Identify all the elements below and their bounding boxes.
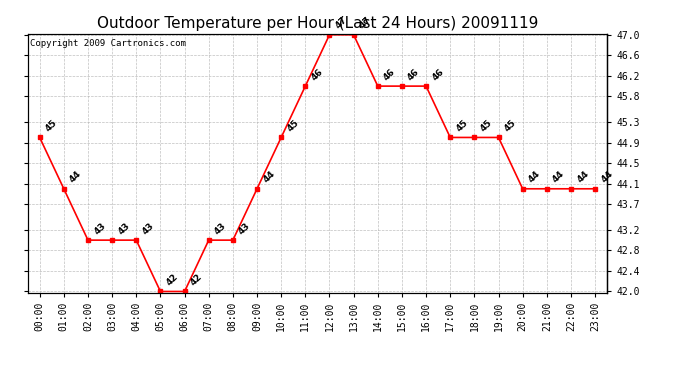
Text: Copyright 2009 Cartronics.com: Copyright 2009 Cartronics.com bbox=[30, 39, 186, 48]
Text: 44: 44 bbox=[551, 169, 566, 184]
Text: 44: 44 bbox=[527, 169, 542, 184]
Text: 43: 43 bbox=[237, 220, 253, 236]
Text: 43: 43 bbox=[92, 220, 108, 236]
Text: 46: 46 bbox=[431, 67, 446, 82]
Text: 46: 46 bbox=[406, 67, 422, 82]
Text: 45: 45 bbox=[455, 118, 470, 133]
Text: 44: 44 bbox=[68, 169, 83, 184]
Text: 43: 43 bbox=[117, 220, 132, 236]
Title: Outdoor Temperature per Hour (Last 24 Hours) 20091119: Outdoor Temperature per Hour (Last 24 Ho… bbox=[97, 16, 538, 31]
Text: 44: 44 bbox=[575, 169, 591, 184]
Text: 42: 42 bbox=[189, 272, 204, 287]
Text: 45: 45 bbox=[479, 118, 494, 133]
Text: 46: 46 bbox=[382, 67, 397, 82]
Text: 47: 47 bbox=[358, 15, 373, 31]
Text: 43: 43 bbox=[141, 220, 156, 236]
Text: 44: 44 bbox=[262, 169, 277, 184]
Text: 44: 44 bbox=[600, 169, 615, 184]
Text: 45: 45 bbox=[44, 118, 59, 133]
Text: 42: 42 bbox=[165, 272, 180, 287]
Text: 45: 45 bbox=[286, 118, 301, 133]
Text: 46: 46 bbox=[310, 67, 325, 82]
Text: 45: 45 bbox=[503, 118, 518, 133]
Text: 47: 47 bbox=[334, 15, 349, 31]
Text: 43: 43 bbox=[213, 220, 228, 236]
